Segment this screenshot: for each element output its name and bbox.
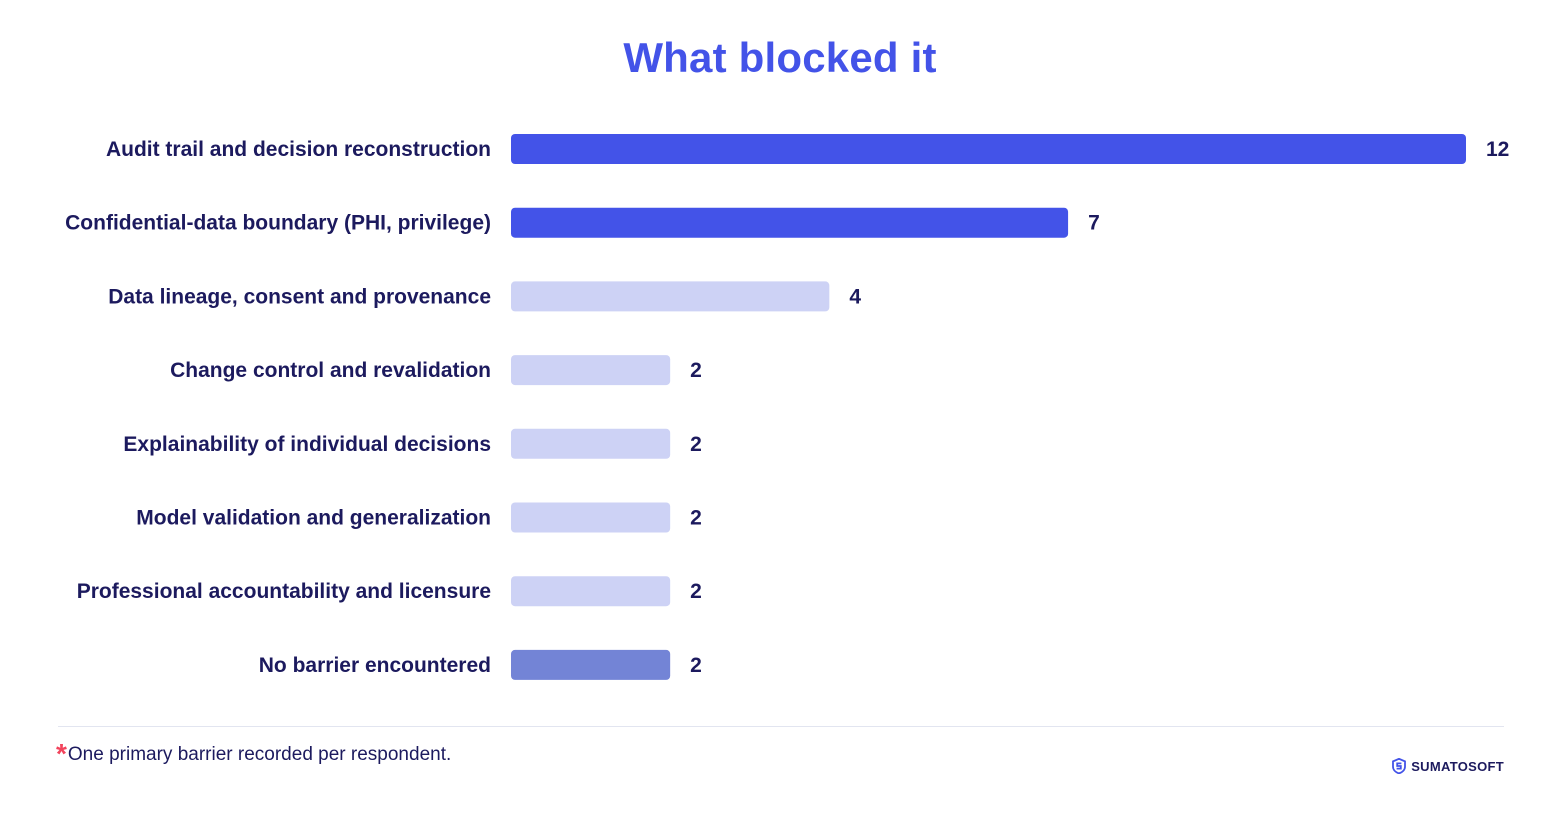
value-label: 2 — [690, 359, 702, 382]
category-label: Audit trail and decision reconstruction — [106, 138, 491, 161]
value-label: 2 — [690, 433, 702, 456]
bar — [511, 502, 671, 533]
bar — [511, 134, 1466, 164]
value-label: 2 — [690, 654, 702, 677]
footnote-asterisk: * — [56, 738, 67, 769]
category-label: Change control and revalidation — [170, 359, 491, 382]
bar — [511, 207, 1069, 238]
logo-text: SUMATOSOFT — [1411, 758, 1504, 774]
bar — [511, 281, 830, 312]
bar-chart: Audit trail and decision reconstruction 1… — [65, 134, 1509, 680]
bar — [511, 355, 671, 386]
category-label: Explainability of individual decisions — [123, 433, 491, 456]
footnote: *One primary barrier recorded per respon… — [56, 738, 452, 776]
value-label: 2 — [690, 507, 702, 530]
divider — [58, 726, 1504, 727]
footnote-text: One primary barrier recorded per respond… — [67, 744, 452, 765]
value-label: 4 — [849, 285, 861, 308]
value-label: 2 — [690, 580, 702, 603]
category-label: Data lineage, consent and provenance — [108, 285, 491, 308]
category-label: Confidential-data boundary (PHI, privile… — [65, 212, 491, 235]
chart-title: What blocked it — [623, 34, 937, 81]
value-label: 7 — [1088, 212, 1100, 235]
category-label: No barrier encountered — [259, 654, 491, 677]
bar — [511, 649, 671, 680]
category-label: Professional accountability and licensur… — [77, 580, 491, 603]
sumatosoft-logo-icon — [1392, 758, 1407, 774]
value-label: 12 — [1486, 138, 1509, 161]
bar — [511, 428, 671, 459]
bar — [511, 576, 671, 607]
category-label: Model validation and generalization — [136, 507, 491, 530]
sumatosoft-logo: SUMATOSOFT — [1392, 758, 1504, 774]
